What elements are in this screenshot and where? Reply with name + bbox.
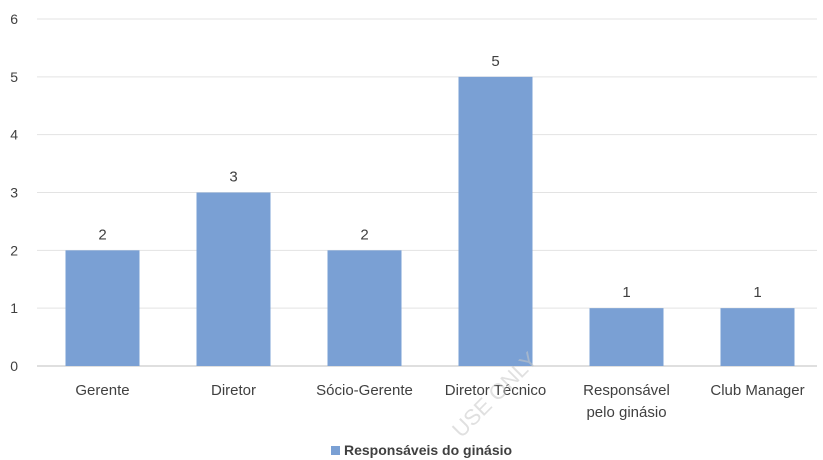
data-label: 1 [753, 284, 761, 301]
data-label: 2 [360, 226, 368, 243]
legend: Responsáveis do ginásio [331, 442, 512, 458]
y-tick-label: 6 [10, 11, 18, 27]
bar [720, 308, 795, 366]
data-label: 5 [491, 53, 499, 70]
data-label: 3 [229, 169, 237, 186]
y-tick-label: 3 [10, 185, 18, 201]
x-tick-label: Diretor [211, 382, 256, 399]
y-tick-label: 2 [10, 242, 18, 258]
x-tick-label: Responsável [583, 382, 670, 399]
bar [458, 76, 533, 366]
bar [327, 250, 402, 366]
legend-label: Responsáveis do ginásio [344, 442, 512, 458]
x-tick-label: Diretor Técnico [445, 382, 546, 399]
data-label: 2 [98, 226, 106, 243]
x-tick-label: Club Manager [710, 382, 804, 399]
y-tick-label: 4 [10, 127, 18, 143]
x-tick-label: Sócio-Gerente [316, 382, 413, 399]
legend-swatch [331, 446, 340, 455]
x-tick-label: pelo ginásio [586, 404, 666, 421]
y-tick-label: 0 [10, 358, 18, 374]
bar [196, 192, 271, 366]
bar [589, 308, 664, 366]
x-tick-label: Gerente [75, 382, 129, 399]
y-tick-label: 1 [10, 300, 18, 316]
bar [65, 250, 140, 366]
data-label: 1 [622, 284, 630, 301]
y-tick-label: 5 [10, 69, 18, 85]
